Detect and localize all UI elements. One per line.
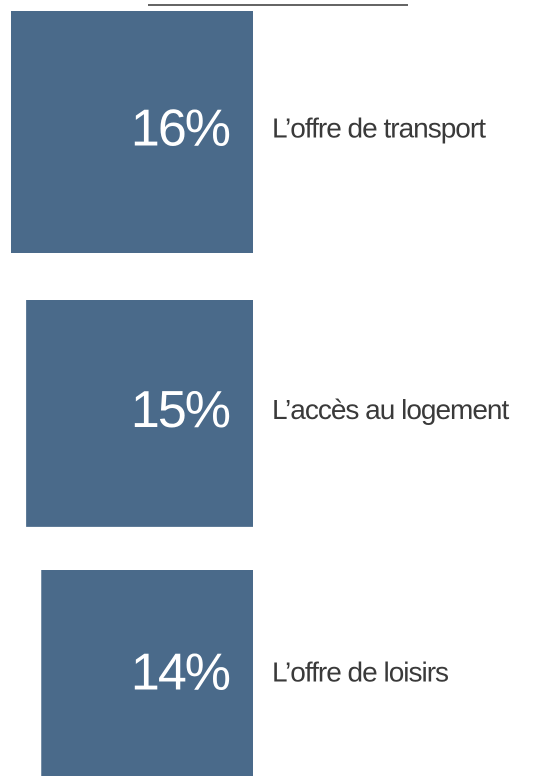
value-square bbox=[26, 300, 253, 527]
value-label: 16% bbox=[131, 100, 230, 158]
category-label: L’accès au logement bbox=[272, 394, 510, 425]
value-square bbox=[41, 570, 253, 776]
value-square bbox=[11, 11, 253, 253]
value-label: 14% bbox=[131, 644, 230, 702]
value-label: 15% bbox=[131, 381, 230, 439]
category-label: L’offre de loisirs bbox=[272, 656, 448, 687]
category-label: L’offre de transport bbox=[272, 112, 486, 143]
